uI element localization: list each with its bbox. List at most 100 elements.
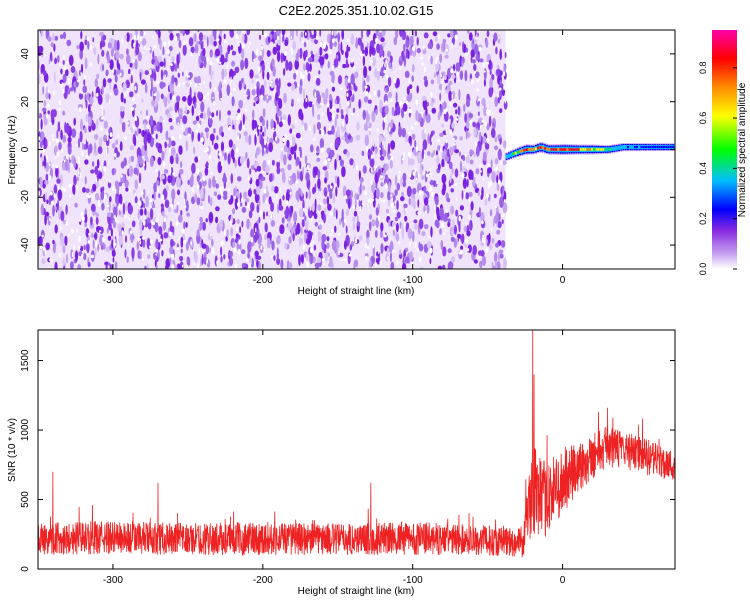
noise-blob	[170, 238, 174, 248]
noise-gap	[332, 64, 334, 70]
noise-blob	[107, 212, 112, 218]
noise-blob	[215, 183, 219, 189]
track-cell	[586, 148, 589, 151]
noise-blob	[298, 108, 303, 120]
noise-gap	[486, 193, 489, 198]
noise-blob	[468, 113, 473, 119]
noise-blob	[408, 156, 410, 167]
noise-gap	[437, 204, 440, 208]
noise-blob	[351, 33, 354, 40]
noise-gap	[444, 135, 446, 138]
noise-gap	[353, 65, 356, 69]
noise-gap	[449, 129, 453, 135]
noise-blob	[422, 139, 428, 151]
noise-blob	[105, 93, 110, 103]
noise-blob	[78, 251, 83, 257]
noise-blob	[478, 117, 483, 124]
noise-blob	[244, 201, 247, 207]
noise-blob	[383, 93, 388, 104]
noise-blob	[107, 181, 112, 189]
noise-blob	[316, 121, 321, 131]
noise-gap	[221, 186, 224, 191]
noise-gap	[167, 41, 171, 47]
noise-gap	[302, 245, 306, 250]
noise-blob	[355, 36, 358, 49]
noise-gap	[327, 158, 331, 162]
track-cell	[584, 148, 587, 151]
noise-blob	[160, 203, 165, 209]
noise-gap	[128, 41, 131, 44]
noise-blob	[484, 143, 490, 150]
snr-y-tick-label: 1000	[20, 418, 31, 441]
noise-gap	[52, 138, 55, 141]
noise-blob	[182, 115, 188, 125]
noise-gap	[418, 173, 420, 178]
noise-blob	[464, 112, 467, 123]
noise-gap	[54, 156, 57, 159]
noise-blob	[394, 174, 398, 187]
noise-blob	[484, 198, 488, 206]
noise-gap	[155, 217, 158, 223]
noise-blob	[57, 189, 63, 201]
noise-blob	[337, 125, 340, 138]
noise-blob	[480, 241, 485, 247]
noise-blob	[423, 224, 429, 230]
noise-blob	[246, 158, 250, 169]
noise-gap	[377, 216, 381, 221]
noise-blob	[87, 262, 91, 268]
noise-blob	[427, 151, 431, 156]
noise-blob	[138, 219, 143, 231]
noise-gap	[261, 45, 264, 51]
noise-blob	[232, 143, 236, 151]
track-cell	[557, 148, 560, 151]
noise-gap	[79, 218, 81, 223]
noise-gap	[329, 233, 333, 237]
noise-gap	[406, 100, 409, 105]
noise-blob	[282, 114, 287, 121]
noise-gap	[214, 86, 216, 91]
noise-blob	[155, 180, 160, 186]
noise-gap	[436, 56, 440, 60]
noise-blob	[307, 57, 313, 63]
noise-blob	[315, 77, 321, 86]
noise-gap	[79, 172, 82, 178]
noise-blob	[119, 53, 124, 60]
noise-gap	[62, 54, 65, 60]
noise-blob	[335, 186, 338, 197]
noise-blob	[422, 95, 427, 101]
noise-blob	[260, 176, 266, 181]
noise-blob	[62, 60, 65, 65]
noise-blob	[237, 176, 242, 182]
noise-gap	[69, 154, 72, 160]
noise-gap	[320, 222, 324, 225]
noise-blob	[360, 30, 364, 40]
noise-blob	[384, 163, 389, 171]
noise-blob	[228, 257, 234, 266]
noise-gap	[440, 146, 443, 153]
noise-blob	[327, 130, 333, 135]
snr-x-axis-label: Height of straight line (km)	[298, 586, 415, 597]
noise-blob	[152, 90, 156, 102]
noise-blob	[41, 258, 46, 265]
colorbar-gradient	[712, 30, 737, 269]
noise-blob	[295, 190, 300, 201]
noise-gap	[339, 87, 343, 90]
noise-blob	[88, 116, 92, 127]
noise-gap	[177, 202, 180, 205]
noise-gap	[260, 94, 264, 99]
noise-gap	[443, 232, 445, 236]
noise-blob	[390, 261, 395, 269]
noise-blob	[162, 46, 165, 56]
noise-blob	[119, 106, 125, 112]
noise-blob	[344, 50, 349, 59]
noise-blob	[429, 179, 435, 186]
noise-blob	[489, 209, 493, 217]
noise-gap	[140, 191, 144, 195]
noise-blob	[469, 219, 473, 231]
noise-gap	[331, 30, 334, 36]
noise-gap	[269, 83, 272, 87]
noise-blob	[240, 249, 246, 255]
noise-gap	[144, 45, 147, 51]
noise-blob	[206, 36, 209, 47]
noise-blob	[462, 178, 467, 189]
